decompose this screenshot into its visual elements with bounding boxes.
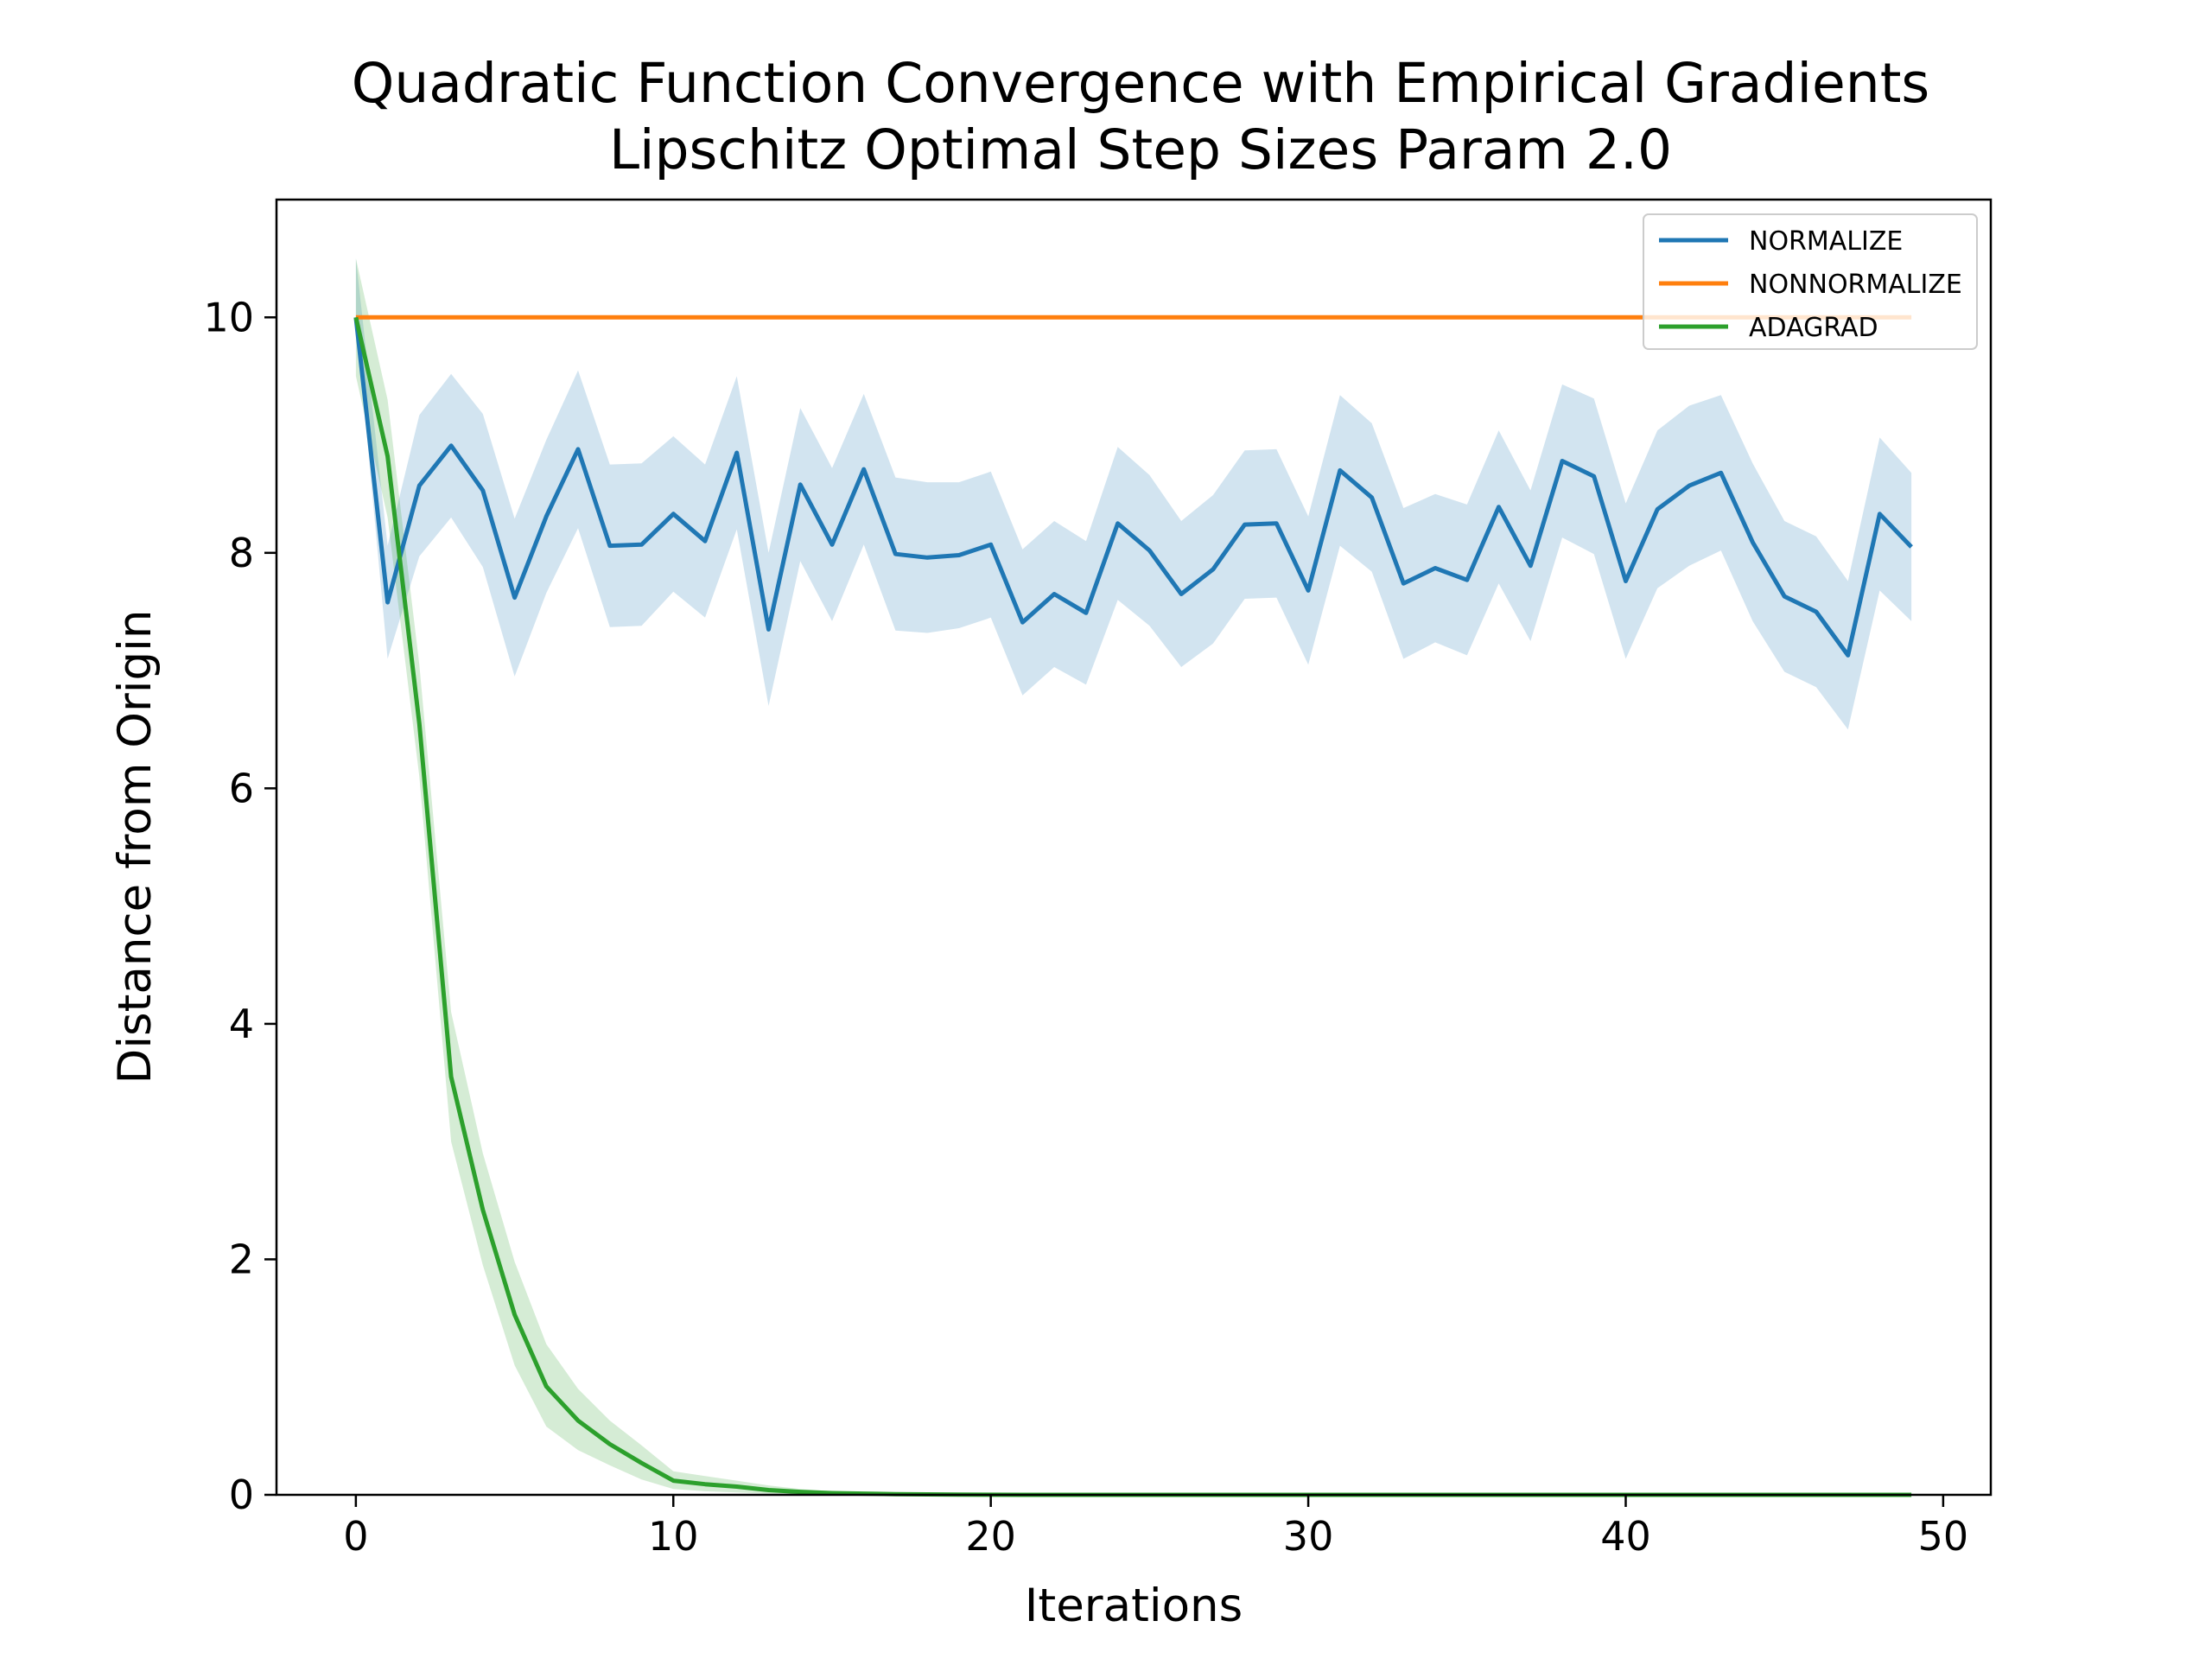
- series-line-normalize: [353, 317, 1913, 658]
- x-axis-label: Iterations: [1025, 1580, 1243, 1632]
- chart-subtitle: Lipschitz Optimal Step Sizes Param 2.0: [609, 118, 1672, 181]
- y-tick-label: 4: [229, 1001, 254, 1047]
- confidence-bands: [355, 258, 1912, 1496]
- y-tick-label: 2: [229, 1236, 254, 1282]
- chart-title: Quadratic Function Convergence with Empi…: [352, 52, 1929, 115]
- x-tick-label: 10: [648, 1513, 699, 1560]
- legend-label-nonnormalize: NONNORMALIZE: [1749, 270, 1962, 300]
- legend-label-normalize: NORMALIZE: [1749, 226, 1903, 257]
- x-tick-label: 50: [1918, 1513, 1969, 1560]
- x-tick-label: 30: [1283, 1513, 1334, 1560]
- legend-label-adagrad: ADAGRAD: [1749, 313, 1878, 343]
- legend: NORMALIZE NONNORMALIZE ADAGRAD: [1643, 213, 1978, 350]
- y-tick-label: 10: [203, 294, 254, 340]
- x-tick-label: 20: [965, 1513, 1016, 1560]
- band-normalize: [355, 258, 1912, 730]
- y-tick-label: 6: [229, 765, 254, 811]
- plot-frame: [275, 198, 1993, 1497]
- plot-area: [276, 200, 1991, 1495]
- legend-box: [1643, 213, 1978, 350]
- x-tick-label: 40: [1600, 1513, 1651, 1560]
- x-axis-ticks: 0 10 20 30 40 50: [343, 1495, 1968, 1560]
- y-tick-label: 0: [229, 1471, 254, 1518]
- y-axis-ticks: 0 2 4 6 8 10: [203, 294, 276, 1518]
- x-tick-label: 0: [343, 1513, 368, 1560]
- y-tick-label: 8: [229, 530, 254, 576]
- y-axis-label: Distance from Origin: [109, 610, 162, 1084]
